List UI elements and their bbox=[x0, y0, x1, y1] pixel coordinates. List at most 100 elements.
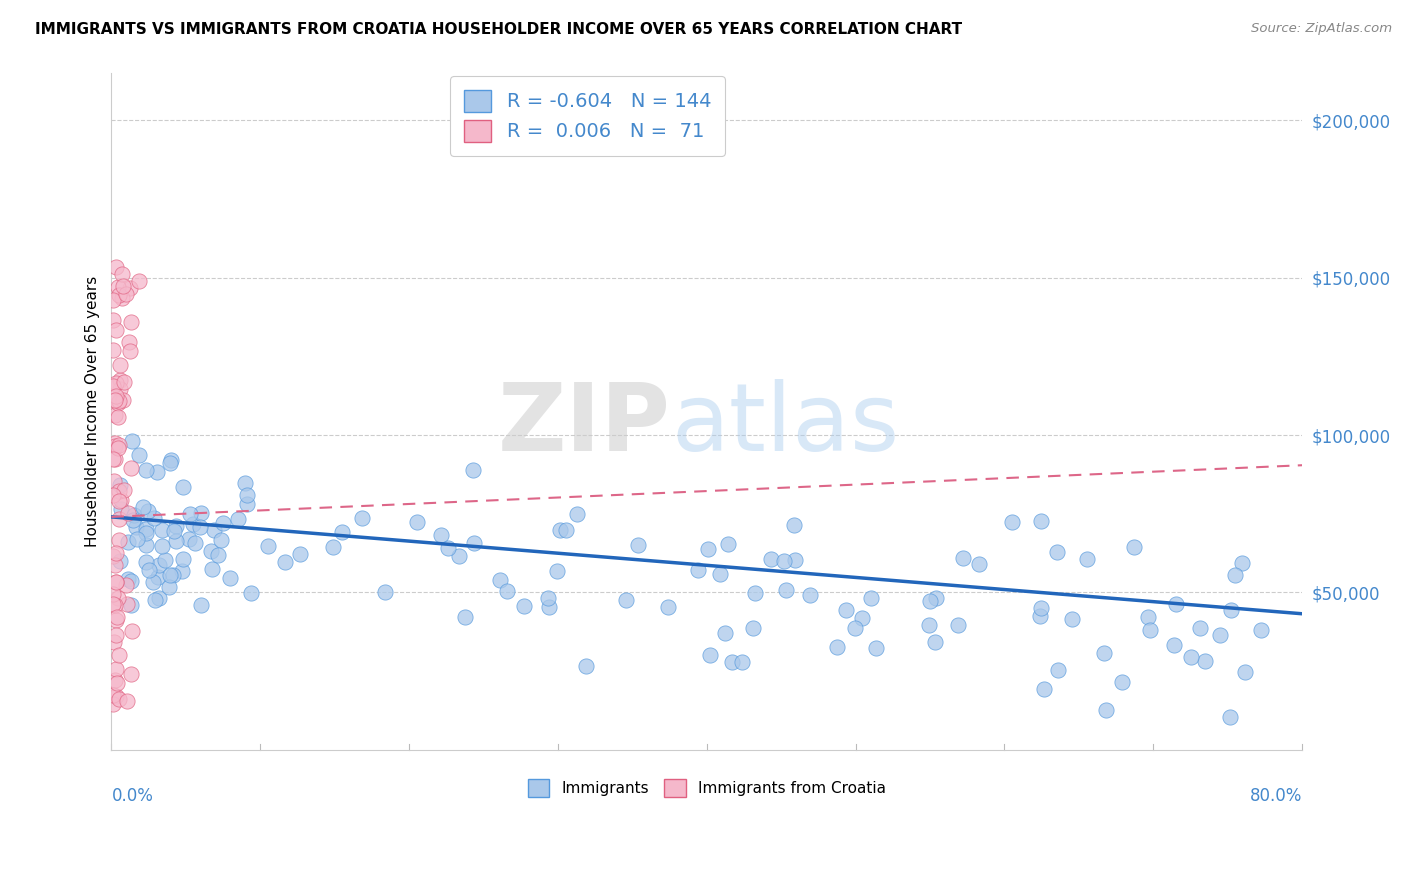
Point bbox=[135, 463, 157, 477]
Point bbox=[330, 525, 353, 540]
Point bbox=[236, 488, 259, 502]
Point bbox=[104, 435, 127, 450]
Point bbox=[1164, 597, 1187, 611]
Point bbox=[104, 408, 127, 422]
Point bbox=[117, 506, 139, 520]
Point bbox=[575, 658, 598, 673]
Point bbox=[918, 594, 941, 608]
Point bbox=[952, 551, 974, 566]
Point bbox=[159, 456, 181, 470]
Point bbox=[967, 557, 990, 571]
Point bbox=[103, 312, 125, 326]
Point bbox=[104, 392, 127, 407]
Point bbox=[548, 524, 571, 538]
Point bbox=[143, 593, 166, 607]
Point bbox=[256, 540, 278, 554]
Point bbox=[236, 497, 259, 511]
Point bbox=[1234, 665, 1257, 680]
Point bbox=[120, 461, 142, 475]
Point bbox=[104, 690, 127, 704]
Point bbox=[121, 624, 143, 639]
Point bbox=[1046, 545, 1069, 559]
Point bbox=[488, 573, 510, 587]
Point bbox=[159, 568, 181, 582]
Point bbox=[190, 598, 212, 612]
Point bbox=[350, 511, 373, 525]
Point bbox=[128, 274, 150, 288]
Point bbox=[288, 547, 311, 561]
Point bbox=[120, 574, 142, 588]
Point bbox=[111, 278, 134, 293]
Point bbox=[136, 504, 159, 518]
Point bbox=[1111, 674, 1133, 689]
Point bbox=[104, 575, 127, 590]
Point bbox=[773, 554, 796, 568]
Point bbox=[148, 591, 170, 605]
Point bbox=[101, 587, 124, 601]
Point bbox=[709, 567, 731, 582]
Point bbox=[785, 553, 807, 567]
Point bbox=[165, 533, 187, 548]
Point bbox=[103, 697, 125, 711]
Point bbox=[111, 291, 134, 305]
Point bbox=[627, 538, 650, 552]
Point bbox=[948, 618, 970, 632]
Y-axis label: Householder Income Over 65 years: Householder Income Over 65 years bbox=[86, 276, 100, 547]
Point bbox=[1219, 709, 1241, 723]
Point bbox=[103, 343, 125, 357]
Point bbox=[110, 502, 132, 516]
Point bbox=[374, 585, 396, 599]
Point bbox=[512, 599, 534, 613]
Point bbox=[1180, 650, 1202, 665]
Point bbox=[104, 662, 127, 676]
Point bbox=[115, 597, 138, 611]
Point bbox=[1209, 628, 1232, 642]
Point bbox=[121, 513, 143, 527]
Point bbox=[1250, 623, 1272, 637]
Point bbox=[120, 315, 142, 329]
Point bbox=[226, 512, 249, 526]
Point bbox=[463, 535, 485, 549]
Point bbox=[104, 628, 127, 642]
Point bbox=[107, 533, 129, 547]
Point bbox=[190, 506, 212, 520]
Point bbox=[1136, 610, 1159, 624]
Point bbox=[146, 465, 169, 479]
Point bbox=[202, 523, 225, 537]
Point bbox=[240, 586, 263, 600]
Point bbox=[1031, 514, 1053, 528]
Point bbox=[101, 378, 124, 392]
Point bbox=[1046, 663, 1069, 677]
Point bbox=[1092, 646, 1115, 660]
Point bbox=[105, 376, 128, 391]
Point bbox=[183, 536, 205, 550]
Point bbox=[172, 480, 194, 494]
Point bbox=[108, 483, 131, 498]
Point bbox=[103, 293, 125, 308]
Point bbox=[148, 558, 170, 573]
Point bbox=[101, 451, 124, 466]
Point bbox=[104, 673, 127, 687]
Point bbox=[721, 655, 744, 669]
Point bbox=[495, 584, 517, 599]
Text: 0.0%: 0.0% bbox=[111, 787, 153, 805]
Point bbox=[132, 500, 155, 514]
Point bbox=[101, 488, 124, 502]
Point bbox=[108, 359, 131, 373]
Point bbox=[128, 448, 150, 462]
Point bbox=[835, 603, 858, 617]
Point bbox=[107, 494, 129, 508]
Point bbox=[107, 441, 129, 455]
Point bbox=[1029, 601, 1052, 615]
Point bbox=[103, 635, 125, 649]
Point bbox=[120, 667, 142, 681]
Point bbox=[112, 376, 135, 390]
Point bbox=[142, 510, 165, 524]
Point bbox=[117, 572, 139, 586]
Point bbox=[125, 533, 148, 547]
Point bbox=[555, 523, 578, 537]
Point bbox=[1230, 556, 1253, 570]
Point bbox=[924, 635, 946, 649]
Point bbox=[183, 517, 205, 532]
Point bbox=[107, 591, 129, 605]
